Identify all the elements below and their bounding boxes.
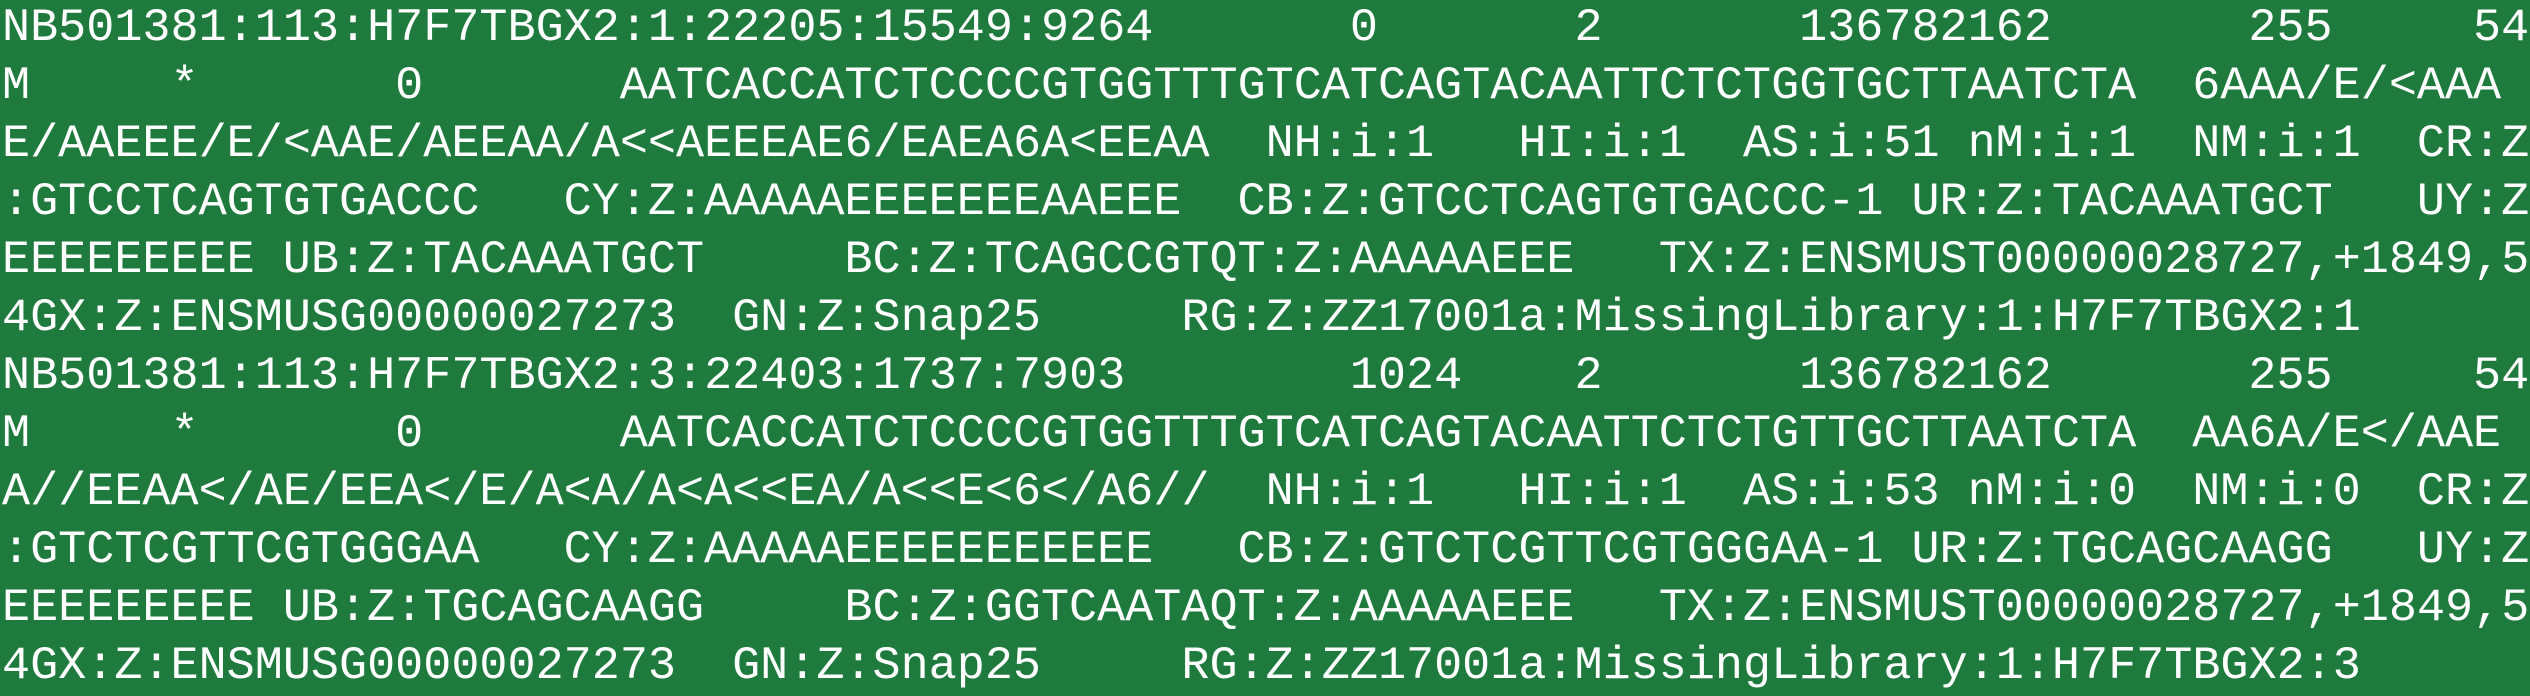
terminal-text: AA6A/E</AAE: [2192, 408, 2502, 461]
terminal-text: NB501381:113:H7F7TBGX2:3:22403:1737:7903: [2, 350, 1126, 403]
terminal-text: 0: [395, 60, 424, 113]
terminal-text: 4GX:Z:ENSMUSG00000027273: [2, 640, 676, 693]
terminal-text: UR:Z:TGCAGCAAGG: [1911, 524, 2333, 577]
terminal-text: HI:i:1: [1518, 466, 1687, 519]
terminal-text: CB:Z:GTCTCGTTCGTGGGAA-1: [1237, 524, 1884, 577]
terminal-text: CR:Z: [2416, 466, 2530, 519]
terminal-text: GN:Z:Snap25: [732, 640, 1041, 693]
terminal-text: GN:Z:Snap25: [732, 292, 1041, 345]
terminal-text: 54: [2473, 350, 2530, 403]
terminal-text: 6AAA/E/<AAA: [2192, 60, 2502, 113]
terminal-text: 2: [1574, 2, 1603, 55]
terminal-text: EEEEEEEEE: [2, 582, 255, 635]
terminal-text: UY:Z:: [2416, 176, 2530, 229]
terminal-text: CY:Z:AAAAAEEEEEEEEEEE: [563, 524, 1154, 577]
terminal-text: CY:Z:AAAAAEEEEEEEAAEEE: [563, 176, 1182, 229]
terminal-text: 0: [395, 408, 424, 461]
terminal-text: 2: [1574, 350, 1603, 403]
terminal-text: RG:Z:ZZ17001a:MissingLibrary:1:H7F7TBGX2…: [1181, 640, 2361, 693]
terminal-text: M: [2, 408, 31, 461]
terminal-text: 136782162: [1799, 350, 2052, 403]
terminal-text: 136782162: [1799, 2, 2052, 55]
terminal-text: TX:Z:ENSMUST00000028727,+1849,5: [1658, 582, 2530, 635]
terminal-text: AS:i:53: [1742, 466, 1940, 519]
terminal-text: NM:i:0: [2192, 466, 2361, 519]
terminal-text: 0: [1349, 2, 1378, 55]
terminal-text: CB:Z:GTCCTCAGTGTGACCC-1: [1237, 176, 1884, 229]
terminal-text: BC:Z:TCAGCCGT: [844, 234, 1210, 287]
terminal-text: NH:i:1: [1265, 118, 1435, 171]
terminal-text: UB:Z:TACAAATGCT: [282, 234, 705, 287]
terminal-text: 4GX:Z:ENSMUSG00000027273: [2, 292, 676, 345]
terminal-text: NH:i:1: [1265, 466, 1435, 519]
terminal-text: 54: [2473, 2, 2530, 55]
terminal-text: M: [2, 60, 31, 113]
terminal-text: QT:Z:AAAAAEEE: [1209, 234, 1575, 287]
terminal-text: NB501381:113:H7F7TBGX2:1:22205:15549:926…: [2, 2, 1154, 55]
terminal-text: nM:i:0: [1967, 466, 2137, 519]
terminal-text: nM:i:1: [1967, 118, 2137, 171]
terminal-text: *: [170, 408, 199, 461]
terminal-text: AS:i:51: [1742, 118, 1940, 171]
terminal-text: 1024: [1349, 350, 1463, 403]
terminal-text: AATCACCATCTCCCCGTGGTTTGTCATCAGTACAATTCTC…: [619, 408, 2137, 461]
terminal-text: :GTCCTCAGTGTGACCC: [2, 176, 480, 229]
terminal-text: UY:Z:: [2416, 524, 2530, 577]
terminal-text: :GTCTCGTTCGTGGGAA: [2, 524, 480, 577]
terminal-text: E/AAEEE/E/<AAE/AEEAA/A<<AEEEAE6/EAEA6A<E…: [2, 118, 1210, 171]
terminal-text: UR:Z:TACAAATGCT: [1911, 176, 2333, 229]
terminal-text: 255: [2248, 350, 2333, 403]
terminal-text: QT:Z:AAAAAEEE: [1209, 582, 1575, 635]
terminal-text: 255: [2248, 2, 2333, 55]
terminal-text: RG:Z:ZZ17001a:MissingLibrary:1:H7F7TBGX2…: [1181, 292, 2361, 345]
terminal-text: AATCACCATCTCCCCGTGGTTTGTCATCAGTACAATTCTC…: [619, 60, 2137, 113]
terminal-text: A//EEAA</AE/EEA</E/A<A/A<A<<EA/A<<E<6</A…: [2, 466, 1210, 519]
terminal-text: CR:Z: [2416, 118, 2530, 171]
terminal-text: UB:Z:TGCAGCAAGG: [282, 582, 705, 635]
terminal-text: HI:i:1: [1518, 118, 1687, 171]
terminal-text: *: [170, 60, 199, 113]
terminal-text: EEEEEEEEE: [2, 234, 255, 287]
terminal-text: TX:Z:ENSMUST00000028727,+1849,5: [1658, 234, 2530, 287]
terminal-text: BC:Z:GGTCAATA: [844, 582, 1210, 635]
terminal-text: NM:i:1: [2192, 118, 2361, 171]
